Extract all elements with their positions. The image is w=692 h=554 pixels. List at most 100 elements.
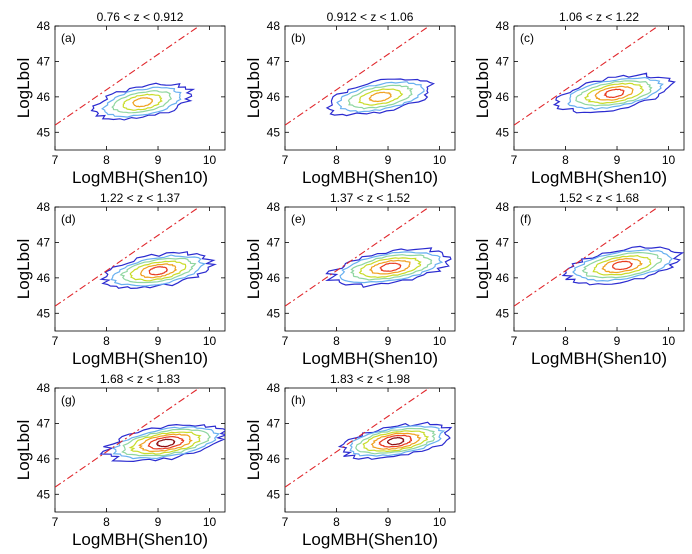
panel-f: 7 8 9 10 45 46 47 48 1.52 < z < 1.68 (f) LogMBH(Sh… [473,191,685,368]
panel-label: (a) [61,31,76,45]
contour-level-3 [121,428,211,457]
contour-level-3 [119,257,197,284]
panel-title: 1.37 < z < 1.52 [330,191,410,205]
y-axis-label: LogLbol [14,420,33,481]
y-axis-label: LogLbol [244,58,263,119]
plot-frame [513,25,685,151]
panel-title: 1.83 < z < 1.98 [330,372,410,386]
x-tick-label: 7 [52,515,59,529]
x-axis-label: LogMBH(Shen10) [531,349,667,368]
x-tick-label: 8 [103,515,110,529]
contour-level-1 [561,245,684,286]
contour-level-5 [601,258,643,274]
plot-frame [54,206,226,332]
x-tick-label: 7 [282,153,289,167]
contour-level-1 [552,72,676,114]
x-tick-label: 7 [52,153,59,167]
contour-level-2 [110,254,207,287]
panel-title: 1.68 < z < 1.83 [100,372,180,386]
contour-group [337,421,453,460]
x-tick-label: 9 [155,515,162,529]
contour-group [561,245,684,286]
panel-b: 7 8 9 10 45 46 47 48 0.912 < z < 1.06 (b) LogMBH(S… [244,10,456,187]
y-tick-label: 47 [37,416,51,430]
y-tick-label: 48 [37,381,51,395]
x-tick-label: 9 [614,153,621,167]
contour-level-3 [355,427,437,455]
x-axis-label: LogMBH(Shen10) [531,168,667,187]
y-tick-label: 47 [267,235,281,249]
contour-level-2 [349,425,446,457]
y-tick-label: 45 [496,306,510,320]
x-tick-label: 9 [385,334,392,348]
panel-title: 1.52 < z < 1.68 [559,191,639,205]
y-tick-label: 45 [37,125,51,139]
contour-level-4 [592,254,652,276]
panel-label: (g) [61,393,76,407]
contour-level-5 [370,432,422,451]
contour-group [99,251,217,290]
y-tick-label: 48 [267,19,281,33]
x-tick-label: 10 [203,515,217,529]
y-tick-label: 47 [496,54,510,68]
eddington-line [514,26,660,126]
x-tick-label: 10 [662,153,676,167]
y-tick-label: 48 [496,200,510,214]
contour-group [552,72,676,114]
panel-label: (d) [61,212,76,226]
contour-group [325,247,452,288]
x-tick-label: 7 [282,515,289,529]
contour-level-1 [99,423,225,463]
y-tick-label: 46 [267,271,281,285]
panel-a: 7 8 9 10 45 46 47 48 0.76 < z < 0.912 (a) LogMBH(S… [14,10,226,187]
x-tick-label: 10 [433,153,447,167]
panel-e: 7 8 9 10 45 46 47 48 1.37 < z < 1.52 (e) LogMBH(Sh… [244,191,456,368]
panel-title: 0.912 < z < 1.06 [327,10,414,24]
x-tick-label: 9 [155,334,162,348]
y-tick-label: 45 [267,306,281,320]
contour-level-5 [368,91,392,103]
contour-level-3 [350,254,433,281]
x-tick-label: 7 [52,334,59,348]
contour-level-5 [139,263,178,279]
x-tick-label: 8 [333,515,340,529]
contour-group [90,82,196,121]
y-tick-label: 47 [37,235,51,249]
x-tick-label: 7 [511,153,518,167]
contour-group [99,423,225,463]
eddington-line [55,388,201,488]
x-tick-label: 8 [103,334,110,348]
y-tick-label: 48 [37,19,51,33]
contour-level-5 [594,85,634,101]
y-tick-label: 48 [37,200,51,214]
y-axis-label: LogLbol [473,58,492,119]
contour-level-5 [138,433,193,453]
y-tick-label: 46 [267,90,281,104]
contour-level-3 [581,251,663,279]
x-tick-label: 9 [155,153,162,167]
y-tick-label: 47 [267,54,281,68]
x-axis-label: LogMBH(Shen10) [72,168,208,187]
contour-level-6 [378,434,412,448]
panel-title: 1.06 < z < 1.22 [559,10,639,24]
y-tick-label: 46 [267,452,281,466]
contour-level-1 [325,247,452,288]
x-tick-label: 9 [385,515,392,529]
panel-title: 0.76 < z < 0.912 [97,10,184,24]
y-tick-label: 46 [37,452,51,466]
y-tick-label: 46 [37,271,51,285]
y-axis-label: LogLbol [473,239,492,300]
panel-d: 7 8 9 10 45 46 47 48 1.22 < z < 1.37 (d) LogMBH(Sh… [14,191,226,368]
contour-level-3 [575,80,653,107]
x-tick-label: 7 [282,334,289,348]
eddington-line [285,207,431,307]
eddington-line [285,388,431,488]
contour-level-4 [122,93,163,111]
eddington-line [55,207,201,307]
x-axis-label: LogMBH(Shen10) [302,530,438,549]
eddington-line [285,26,431,126]
y-tick-label: 47 [496,235,510,249]
y-tick-label: 45 [37,487,51,501]
x-tick-label: 9 [614,334,621,348]
x-tick-label: 7 [511,334,518,348]
